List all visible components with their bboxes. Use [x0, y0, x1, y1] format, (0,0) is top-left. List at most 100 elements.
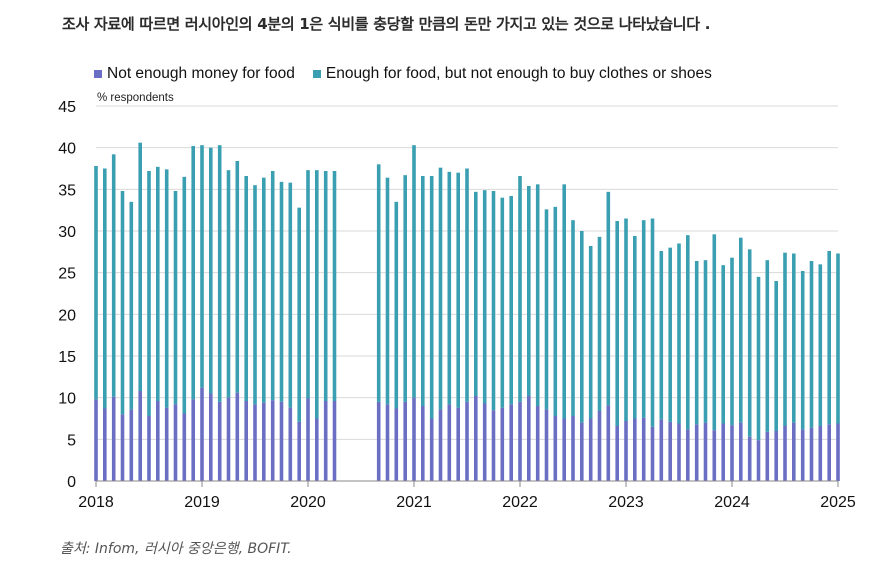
bar-series1-47 — [544, 409, 549, 481]
bar-series2-63 — [685, 235, 690, 430]
bar-series2-49 — [562, 184, 567, 419]
bar-series2-22 — [288, 182, 293, 408]
bar-series1-64 — [694, 424, 699, 481]
y-tick-label-25: 25 — [58, 266, 76, 283]
bar-series1-39 — [473, 396, 478, 481]
bar-series1-43 — [509, 404, 514, 481]
x-tick-label-2020: 2020 — [290, 494, 326, 511]
bar-series1-12 — [200, 387, 204, 481]
bar-series2-34 — [429, 176, 434, 419]
bar-series1-71 — [756, 440, 761, 481]
bar-series1-30 — [394, 408, 399, 481]
bar-series2-6 — [147, 171, 151, 416]
bar-series2-9 — [173, 191, 178, 405]
bar-series1-3 — [120, 414, 125, 481]
bar-series1-65 — [703, 422, 708, 481]
legend-label-series2: Enough for food, but not enough to buy c… — [325, 65, 712, 82]
legend-label-series1: Not enough money for food — [107, 65, 295, 82]
bar-series1-53 — [597, 411, 602, 481]
bar-series1-11 — [191, 399, 196, 481]
bar-series1-66 — [712, 430, 717, 481]
bar-series1-35 — [438, 409, 443, 481]
x-tick-label-2024: 2024 — [714, 494, 750, 511]
bar-series2-12 — [200, 145, 204, 388]
legend-item-series2: Enough for food, but not enough to buy c… — [312, 65, 712, 83]
bar-series1-51 — [579, 422, 584, 481]
bar-series2-48 — [553, 206, 558, 416]
bar-series2-42 — [500, 197, 505, 408]
bar-series2-8 — [164, 169, 169, 408]
y-tick-label-30: 30 — [58, 224, 76, 241]
bar-series1-50 — [571, 416, 575, 481]
bar-series1-69 — [738, 422, 743, 481]
bar-series2-55 — [615, 221, 620, 426]
bar-series1-77 — [809, 427, 814, 481]
bar-series1-10 — [182, 413, 187, 481]
bar-series1-9 — [173, 404, 178, 481]
bar-series1-19 — [261, 402, 266, 481]
bar-series2-50 — [571, 220, 575, 416]
bar-series2-66 — [712, 234, 717, 431]
bar-series2-60 — [659, 251, 664, 420]
bar-series2-47 — [544, 209, 549, 410]
bar-series2-38 — [465, 168, 469, 402]
bar-series1-58 — [641, 417, 646, 481]
bar-series2-70 — [747, 249, 752, 437]
bar-series2-78 — [818, 264, 823, 426]
bar-series1-2 — [111, 396, 116, 481]
bar-series2-11 — [191, 146, 196, 400]
bar-series2-36 — [447, 171, 452, 405]
bar-series2-52 — [588, 246, 593, 419]
bar-series1-67 — [721, 423, 726, 481]
bar-series2-30 — [394, 201, 399, 409]
bar-series2-67 — [721, 265, 726, 424]
bar-series2-40 — [482, 190, 487, 404]
bar-series2-71 — [756, 276, 761, 441]
bar-series2-57 — [632, 236, 637, 419]
bar-series2-24 — [306, 170, 310, 399]
bar-series1-40 — [482, 403, 487, 481]
bar-series2-0 — [94, 166, 98, 400]
bar-series2-58 — [641, 220, 646, 418]
bar-series2-46 — [535, 184, 540, 406]
source-note: 출처: Infom, 러시아 중앙은행, BOFIT. — [60, 541, 292, 557]
bar-series1-32 — [412, 397, 416, 481]
bar-series2-74 — [783, 252, 787, 426]
bar-series2-5 — [138, 142, 143, 391]
bar-series1-34 — [429, 418, 434, 481]
bar-series2-23 — [297, 207, 302, 422]
bar-series2-27 — [332, 171, 337, 401]
bar-series1-62 — [677, 423, 681, 481]
bar-series2-7 — [155, 166, 160, 401]
bar-series2-18 — [253, 185, 257, 405]
bar-series1-31 — [403, 401, 408, 481]
x-tick-label-2021: 2021 — [396, 494, 432, 511]
bar-series1-61 — [668, 421, 673, 481]
chart-legend: Not enough money for food Enough for foo… — [94, 65, 730, 83]
bar-series1-80 — [836, 423, 840, 481]
bar-series1-76 — [800, 429, 805, 481]
bar-series2-73 — [774, 281, 779, 431]
y-tick-label-20: 20 — [58, 307, 76, 324]
bar-series2-35 — [438, 167, 443, 410]
bar-series2-14 — [217, 145, 222, 402]
bar-series1-1 — [102, 408, 107, 481]
bar-series2-76 — [800, 271, 805, 430]
x-tick-label-2018: 2018 — [78, 494, 114, 511]
bar-series1-59 — [650, 426, 655, 481]
bar-series1-27 — [332, 401, 337, 481]
bar-series2-13 — [208, 147, 213, 394]
y-tick-label-5: 5 — [67, 432, 76, 449]
bar-series2-17 — [244, 176, 249, 401]
bar-series1-70 — [747, 436, 752, 481]
bar-series2-72 — [765, 260, 770, 432]
bar-series2-28 — [376, 164, 381, 402]
bar-series1-5 — [138, 391, 143, 481]
bar-series2-51 — [579, 231, 584, 423]
bar-series1-26 — [323, 401, 328, 481]
legend-swatch-series2 — [312, 70, 321, 78]
bar-series1-60 — [659, 419, 664, 481]
bar-series2-16 — [235, 161, 240, 393]
bar-series2-56 — [624, 218, 628, 421]
bar-series1-38 — [465, 401, 469, 481]
